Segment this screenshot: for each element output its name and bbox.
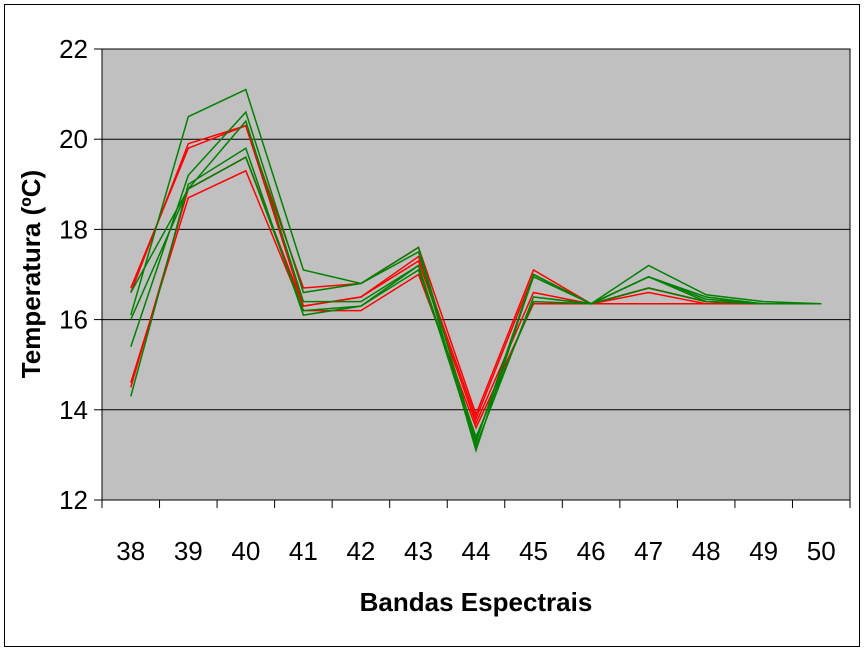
x-tick-label: 40 bbox=[231, 536, 260, 566]
series-lines bbox=[130, 88, 822, 453]
x-tick-label: 45 bbox=[519, 536, 548, 566]
x-tick-label: 43 bbox=[404, 536, 433, 566]
x-tick-label: 50 bbox=[807, 536, 836, 566]
y-tick-label: 20 bbox=[59, 124, 88, 154]
x-axis-title: Bandas Espectrais bbox=[360, 587, 593, 617]
x-tick-label: 42 bbox=[346, 536, 375, 566]
series-line-8 bbox=[130, 147, 822, 439]
y-tick-label: 16 bbox=[59, 305, 88, 335]
y-tick-label: 18 bbox=[59, 214, 88, 244]
y-tick-label: 12 bbox=[59, 485, 88, 515]
series-line-9 bbox=[130, 156, 822, 444]
series-line-4 bbox=[130, 169, 822, 430]
x-tick-label: 46 bbox=[577, 536, 606, 566]
axes: 12 14 16 18 20 22 38 39 40 41 42 43 44 45 46 47 48 49 50 bbox=[59, 34, 851, 566]
x-tick-label: 48 bbox=[692, 536, 721, 566]
x-tick-label: 44 bbox=[462, 536, 491, 566]
y-tick-label: 22 bbox=[59, 34, 88, 64]
x-tick-label: 47 bbox=[634, 536, 663, 566]
x-tick-label: 41 bbox=[289, 536, 318, 566]
y-axis-title: Temperatura (ºC) bbox=[16, 170, 46, 378]
x-tick-label: 39 bbox=[174, 536, 203, 566]
x-tick-label: 38 bbox=[116, 536, 145, 566]
x-tick-label: 49 bbox=[749, 536, 778, 566]
series-line-6 bbox=[130, 110, 822, 453]
plot-area bbox=[101, 48, 851, 501]
y-tick-label: 14 bbox=[59, 395, 88, 425]
